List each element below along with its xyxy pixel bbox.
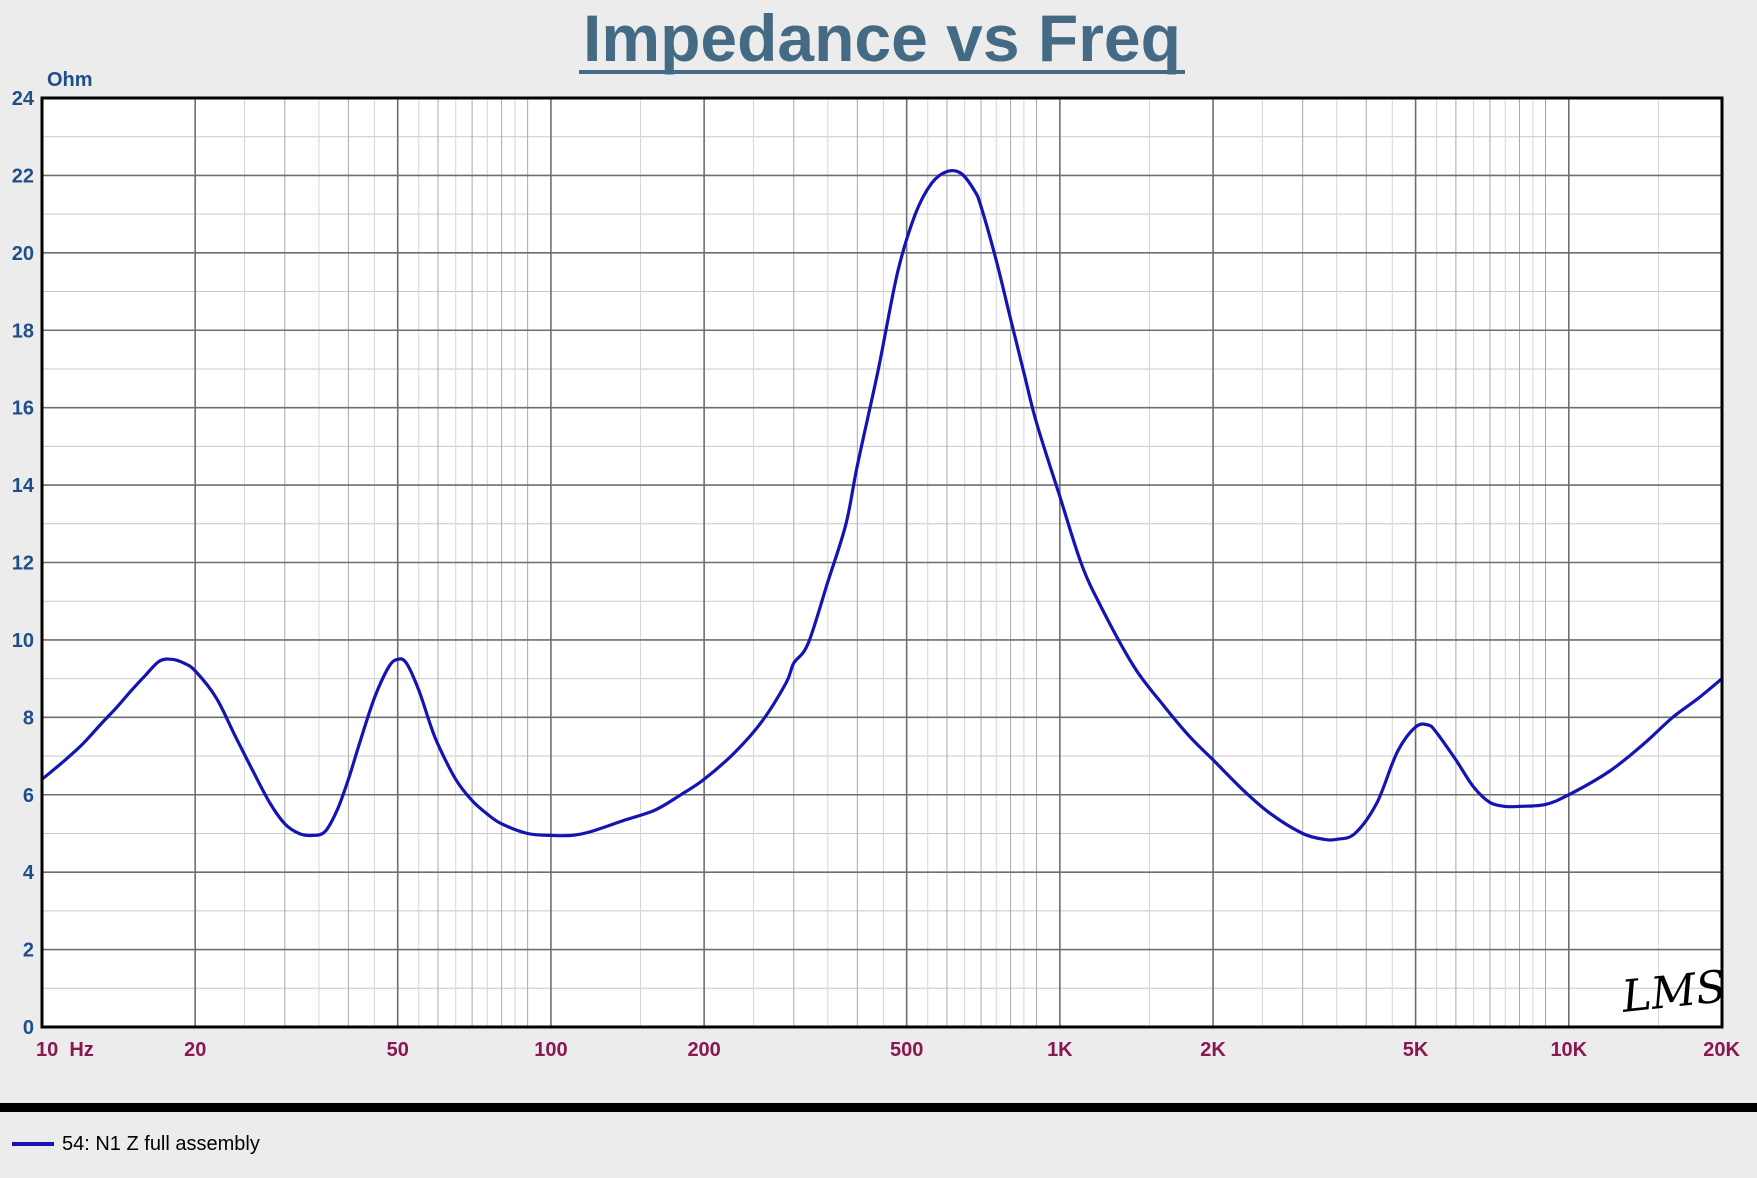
plot-frame xyxy=(40,96,1724,1029)
y-tick-label: 22 xyxy=(12,165,34,187)
x-tick-label: 5K xyxy=(1403,1039,1429,1061)
x-tick-label: 500 xyxy=(890,1039,923,1061)
x-tick-label: 20K xyxy=(1703,1039,1740,1061)
y-tick-label: 24 xyxy=(12,88,35,110)
x-tick-label: 200 xyxy=(687,1039,720,1061)
y-tick-label: 8 xyxy=(23,707,34,729)
x-tick-label: 10K xyxy=(1550,1039,1587,1061)
x-tick-label: 10 Hz xyxy=(36,1039,94,1061)
x-tick-labels: 10 Hz 20 50 100 200 500 1K 2K 5K 10K 20K xyxy=(36,1039,1741,1061)
x-tick-label: 2K xyxy=(1200,1039,1226,1061)
lms-logo: LMS xyxy=(1618,961,1728,1023)
y-tick-label: 6 xyxy=(23,785,34,807)
chart-title: Impedance vs Freq xyxy=(583,1,1181,75)
x-tick-label: 50 xyxy=(387,1039,409,1061)
x-tick-label: 20 xyxy=(184,1039,206,1061)
y-tick-label: 2 xyxy=(23,940,34,962)
x-tick-label: 1K xyxy=(1047,1039,1073,1061)
y-axis-label: Ohm xyxy=(47,69,93,91)
x-tick-label: 100 xyxy=(534,1039,567,1061)
major-grid xyxy=(42,98,1722,1027)
impedance-series-line xyxy=(40,168,1724,842)
y-tick-label: 16 xyxy=(12,398,34,420)
y-tick-label: 20 xyxy=(12,243,34,265)
y-tick-label: 10 xyxy=(12,630,34,652)
y-tick-label: 4 xyxy=(23,862,35,884)
legend-entry: 54: N1 Z full assembly xyxy=(62,1133,260,1155)
legend-divider xyxy=(0,1103,1757,1112)
y-tick-label: 14 xyxy=(12,475,35,497)
y-tick-label: 18 xyxy=(12,320,34,342)
y-tick-label: 12 xyxy=(12,553,34,575)
y-tick-label: 0 xyxy=(23,1017,34,1039)
